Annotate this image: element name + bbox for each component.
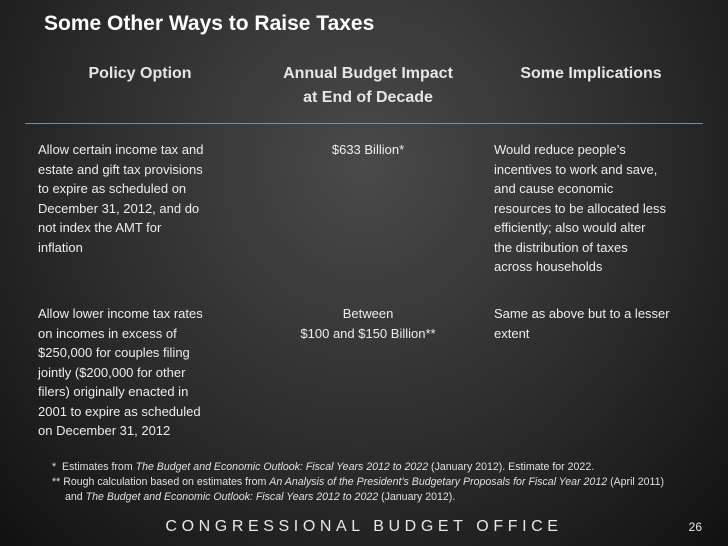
cell-line: resources to be allocated less [494, 200, 666, 216]
footer-organization: CONGRESSIONAL BUDGET OFFICE [165, 518, 563, 535]
footnote-citation: The Budget and Economic Outlook: Fiscal … [135, 461, 429, 473]
cell-line: extent [494, 325, 530, 341]
cell-line: the distribution of taxes [494, 239, 628, 255]
footnote-citation: The Budget and Economic Outlook: Fiscal … [85, 491, 379, 503]
table-cell: Allow lower income tax rates on incomes i… [38, 304, 203, 441]
cell-line: to expire as scheduled on [38, 181, 187, 196]
footnote-text: (April 2011) [607, 476, 665, 488]
footnote-text: ** Rough calculation based on estimates … [52, 476, 270, 488]
cell-line: across households [494, 259, 603, 274]
cell-line: efficiently; also would alter [494, 220, 646, 235]
cell-line: $100 and $150 Billion** [300, 325, 436, 341]
header-rule [25, 123, 703, 124]
footnote: and The Budget and Economic Outlook: Fis… [65, 490, 455, 505]
cell-line: December 31, 2012, and do [38, 200, 200, 216]
table-cell: $633 Billion* [248, 140, 488, 160]
footnote: * Estimates from The Budget and Economic… [52, 460, 594, 475]
cell-line: Would reduce people’s [494, 142, 626, 157]
table-cell: Allow certain income tax and estate and g… [38, 140, 203, 257]
cell-line: Allow lower income tax rates [38, 306, 203, 321]
column-header: Some Implications [441, 62, 728, 86]
footnote-text: (January 2012). [378, 491, 456, 503]
table-cell: Would reduce people’s incentives to work … [494, 140, 666, 277]
footnote: ** Rough calculation based on estimates … [52, 475, 664, 490]
column-header: Policy Option [0, 62, 290, 86]
cell-line: 2001 to expire as scheduled [38, 403, 201, 419]
slide-title: Some Other Ways to Raise Taxes [44, 12, 375, 35]
header-line: Annual Budget Impact [283, 65, 453, 82]
cell-line: Same as above but to a lesser [494, 306, 670, 321]
header-line: at End of Decade [303, 89, 433, 106]
cell-line: and cause economic [494, 181, 614, 196]
cell-line: $250,000 for couples filing [38, 345, 190, 360]
cell-line: incentives to work and save, [494, 161, 658, 177]
page-number: 26 [688, 520, 702, 534]
cell-line: Between [342, 306, 394, 321]
footnote-text: (January 2012). Estimate for 2022. [428, 461, 595, 473]
footnote-citation: An Analysis of the President’s Budgetary… [269, 476, 608, 488]
table-cell: Same as above but to a lesser extent [494, 304, 670, 343]
header-line: Policy Option [88, 65, 192, 82]
cell-line: Allow certain income tax and [38, 142, 204, 157]
cell-line: not index the AMT for [38, 220, 162, 235]
cell-line: filers) originally enacted in [38, 384, 189, 399]
table-cell: Between $100 and $150 Billion** [248, 304, 488, 343]
cell-line: $633 Billion* [331, 142, 405, 157]
cell-line: on December 31, 2012 [38, 423, 171, 438]
column-header: Annual Budget Impact at End of Decade [218, 62, 518, 110]
cell-line: on incomes in excess of [38, 325, 177, 341]
cell-line: jointly ($200,000 for other [38, 364, 186, 380]
cell-line: inflation [38, 239, 83, 255]
cell-line: estate and gift tax provisions [38, 161, 203, 177]
header-line: Some Implications [520, 65, 662, 82]
footnote-text: and [65, 491, 86, 503]
footnote-text: * Estimates from [52, 461, 136, 473]
